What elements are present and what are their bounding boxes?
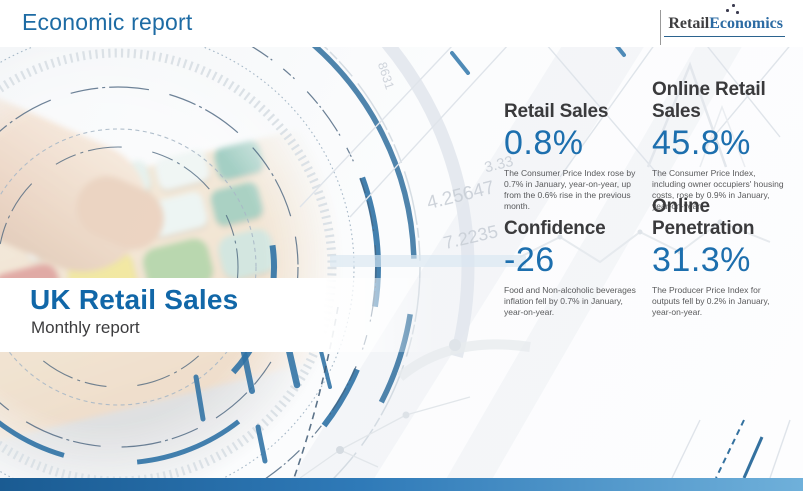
stat-value: 31.3% (652, 241, 751, 279)
stat-retail-sales: Retail Sales 0.8% The Consumer Price Ind… (504, 101, 646, 212)
page-title: Economic report (22, 9, 193, 35)
bg-number: 8631 (375, 60, 397, 91)
report-subtitle: Monthly report (31, 318, 140, 337)
footer-bar (0, 478, 803, 491)
header: Economic report RetailEconomics (0, 0, 803, 47)
logo-dot (726, 9, 729, 12)
stat-description: The Consumer Price Index rose by 0.7% in… (504, 168, 636, 211)
stat-online-penetration: Online Penetration 31.3% The Producer Pr… (652, 196, 794, 318)
report-title: UK Retail Sales (30, 284, 239, 315)
stat-confidence: Confidence -26 Food and Non-alcoholic be… (504, 218, 646, 318)
stat-label: Online Retail Sales (652, 79, 766, 122)
stat-value: -26 (504, 241, 555, 279)
payment-terminal-photo (0, 51, 417, 478)
stat-label: Confidence (504, 218, 606, 239)
stat-description: Food and Non-alcoholic beverages inflati… (504, 285, 636, 317)
retail-economics-logo: RetailEconomics (660, 4, 785, 45)
logo-dot (736, 11, 739, 14)
stat-value: 45.8% (652, 124, 751, 162)
stat-label: Retail Sales (504, 101, 609, 122)
stat-online-retail-sales: Online Retail Sales 45.8% The Consumer P… (652, 79, 794, 212)
logo-text-economics: Economics (709, 15, 783, 32)
bg-number: 3.33 (483, 153, 515, 177)
hero-band: UK Retail Sales Monthly report (0, 278, 436, 352)
stat-value: 0.8% (504, 124, 584, 162)
stat-description: The Consumer Price Index, including owne… (652, 168, 784, 211)
stat-description: The Producer Price Index for outputs fel… (652, 285, 770, 317)
stat-label: Online Penetration (652, 196, 755, 239)
background-art: 8631 3.33 4.25647 7.2235 (0, 47, 803, 478)
logo-dot (732, 4, 735, 7)
logo-text-retail: Retail (668, 15, 710, 32)
